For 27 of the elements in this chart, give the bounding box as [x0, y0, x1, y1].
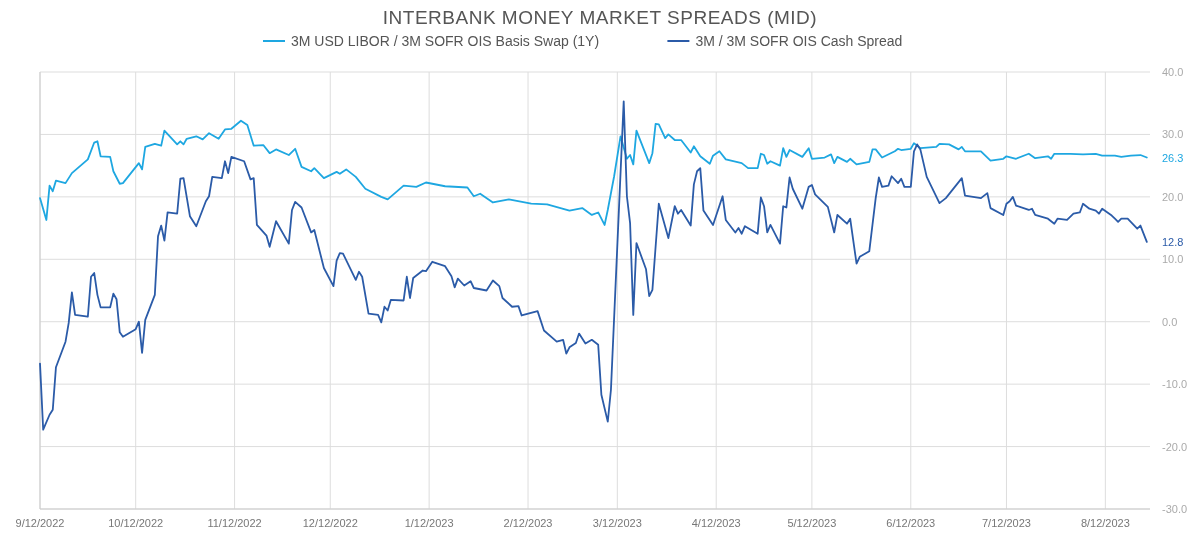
y-tick-label: 40.0 [1162, 66, 1184, 78]
y-tick-label: 10.0 [1162, 253, 1184, 266]
x-tick-label: 1/12/2023 [404, 517, 454, 529]
chart-title: INTERBANK MONEY MARKET SPREADS (MID) [382, 7, 818, 28]
x-tick-label: 6/12/2023 [886, 517, 936, 529]
x-tick-label: 12/12/2022 [302, 517, 358, 529]
x-tick-label: 5/12/2023 [787, 517, 837, 529]
y-tick-label: -30.0 [1162, 503, 1188, 515]
line-series [39, 100, 1148, 431]
y-tick-label: 20.0 [1162, 190, 1184, 203]
y-tick-label: -20.0 [1162, 440, 1188, 453]
x-tick-label: 10/12/2022 [108, 517, 164, 529]
x-tick-label: 4/12/2023 [691, 517, 741, 529]
y-tick-label: -10.0 [1162, 378, 1188, 391]
x-tick-label: 11/12/2022 [207, 517, 262, 529]
x-tick-label: 9/12/2022 [15, 517, 65, 529]
annotation: 12.8 [1162, 235, 1184, 248]
y-tick-label: 0.0 [1162, 315, 1178, 328]
annotation: 26.3 [1162, 151, 1184, 164]
line-series [39, 119, 1148, 226]
x-tick-label: 7/12/2023 [982, 517, 1031, 529]
x-tick-label: 3/12/2023 [592, 517, 642, 529]
x-tick-label: 8/12/2023 [1080, 517, 1130, 529]
legend-label: 3M / 3M SOFR OIS Cash Spread [695, 33, 903, 49]
legend-label: 3M USD LIBOR / 3M SOFR OIS Basis Swap (1Y) [291, 33, 600, 49]
y-tick-label: 30.0 [1162, 128, 1184, 141]
x-tick-label: 2/12/2023 [503, 517, 553, 529]
